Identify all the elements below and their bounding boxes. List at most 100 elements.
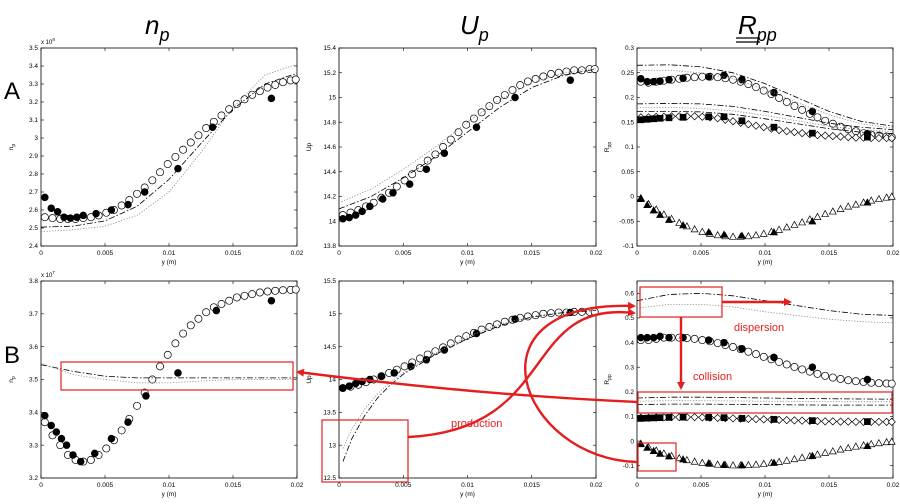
data-point xyxy=(808,451,817,459)
y-tick-label: 3.5 xyxy=(29,45,38,52)
panel-b-rpp: 0 0.005 0.01 0.015 0.02 -0.1 0 0.1 0.2 0.3 0.4 0.5 0… xyxy=(604,280,900,498)
annotation-production: production xyxy=(451,418,502,430)
data-point xyxy=(759,459,768,467)
y-tick-label: 14.8 xyxy=(323,119,336,126)
annotation-dispersion: dispersion xyxy=(734,322,784,334)
data-point xyxy=(851,442,860,450)
data-point xyxy=(171,152,180,161)
data-point xyxy=(47,421,55,430)
data-point xyxy=(790,220,799,228)
data-point xyxy=(140,188,149,196)
y-axis-label: Up xyxy=(306,375,313,384)
series-dashdot xyxy=(636,292,894,316)
data-point xyxy=(124,200,132,209)
data-point xyxy=(744,414,753,423)
data-point xyxy=(844,125,853,134)
data-point xyxy=(690,225,699,233)
data-point xyxy=(798,218,807,226)
data-point xyxy=(547,70,555,78)
x-tick-label: 0.02 xyxy=(291,482,304,489)
data-point xyxy=(212,306,221,315)
data-point xyxy=(874,438,883,447)
x-tick-label: 0 xyxy=(337,482,341,489)
y-tick-label: 0.2 xyxy=(625,389,634,396)
data-point xyxy=(472,123,481,131)
y-tick-label: 2.4 xyxy=(29,243,38,250)
data-point xyxy=(770,353,778,362)
y-tick-label: 2.8 xyxy=(29,171,38,178)
x-tick-label: 0.01 xyxy=(461,482,474,489)
data-point xyxy=(698,72,707,81)
data-point xyxy=(636,439,645,448)
series-line xyxy=(40,362,297,384)
data-point xyxy=(704,228,713,236)
data-point xyxy=(508,86,517,95)
y-tick-label: 2.5 xyxy=(29,225,38,232)
data-point xyxy=(887,192,896,200)
data-point xyxy=(821,131,830,140)
data-point xyxy=(531,74,540,83)
data-point xyxy=(744,80,753,89)
y-tick-label: 13 xyxy=(329,442,337,449)
data-point xyxy=(751,415,761,424)
data-point xyxy=(179,145,188,154)
data-point xyxy=(102,444,111,453)
data-point xyxy=(759,415,768,424)
data-point xyxy=(656,77,664,85)
data-point xyxy=(744,347,753,356)
data-point xyxy=(874,417,884,426)
x-tick-label: 0.015 xyxy=(225,482,242,489)
data-point xyxy=(462,332,471,341)
data-point xyxy=(679,221,688,229)
data-point xyxy=(844,417,853,426)
data-point xyxy=(472,329,481,338)
data-point xyxy=(439,143,448,151)
data-point xyxy=(186,138,195,147)
data-point xyxy=(53,208,62,216)
data-point xyxy=(217,300,226,308)
data-point xyxy=(60,213,68,221)
data-point xyxy=(728,414,738,423)
data-point xyxy=(643,200,652,208)
data-point xyxy=(174,369,182,377)
y-tick-label: 15.2 xyxy=(323,70,336,77)
panel-a-np: 0 0.005 0.01 0.015 0.02 2.4 2.5 2.6 2.7 2.8 2.9 3 3.… xyxy=(8,37,304,266)
y-tick-label: 14.2 xyxy=(323,194,336,201)
data-point xyxy=(844,202,853,210)
data-point xyxy=(148,176,157,185)
data-point xyxy=(202,124,211,133)
x-tick-label: 0.005 xyxy=(395,482,412,489)
data-point xyxy=(291,75,300,84)
data-point xyxy=(808,107,817,116)
data-point xyxy=(637,415,645,422)
y-tick-label: 15 xyxy=(329,95,337,102)
data-point xyxy=(656,414,664,422)
data-point xyxy=(440,149,449,157)
x-tick-label: 0.015 xyxy=(524,250,541,257)
y-tick-label: 3.8 xyxy=(29,278,38,285)
data-point xyxy=(339,215,347,223)
data-point xyxy=(69,451,77,459)
y-tick-label: 15.5 xyxy=(323,278,336,285)
x-axis-label: y (m) xyxy=(460,491,475,498)
data-point xyxy=(737,231,746,239)
y-tick-label: 14.4 xyxy=(323,169,336,176)
data-point xyxy=(828,447,837,455)
data-point xyxy=(263,287,272,296)
y-tick-label: 0.3 xyxy=(625,364,634,371)
y-tick-label: -0.05 xyxy=(619,218,634,225)
series-filled-triangle xyxy=(636,194,872,239)
data-point xyxy=(744,460,753,469)
data-point xyxy=(770,88,778,97)
data-point xyxy=(775,94,784,102)
data-point xyxy=(66,214,75,222)
data-point xyxy=(477,108,486,117)
data-point xyxy=(713,73,722,82)
data-point xyxy=(48,214,57,223)
data-point xyxy=(107,206,116,214)
data-point xyxy=(62,441,71,449)
x-tick-label: 0.015 xyxy=(524,482,541,489)
x-tick-label: 0.01 xyxy=(759,482,772,489)
data-point xyxy=(431,347,440,356)
data-point xyxy=(813,212,822,220)
